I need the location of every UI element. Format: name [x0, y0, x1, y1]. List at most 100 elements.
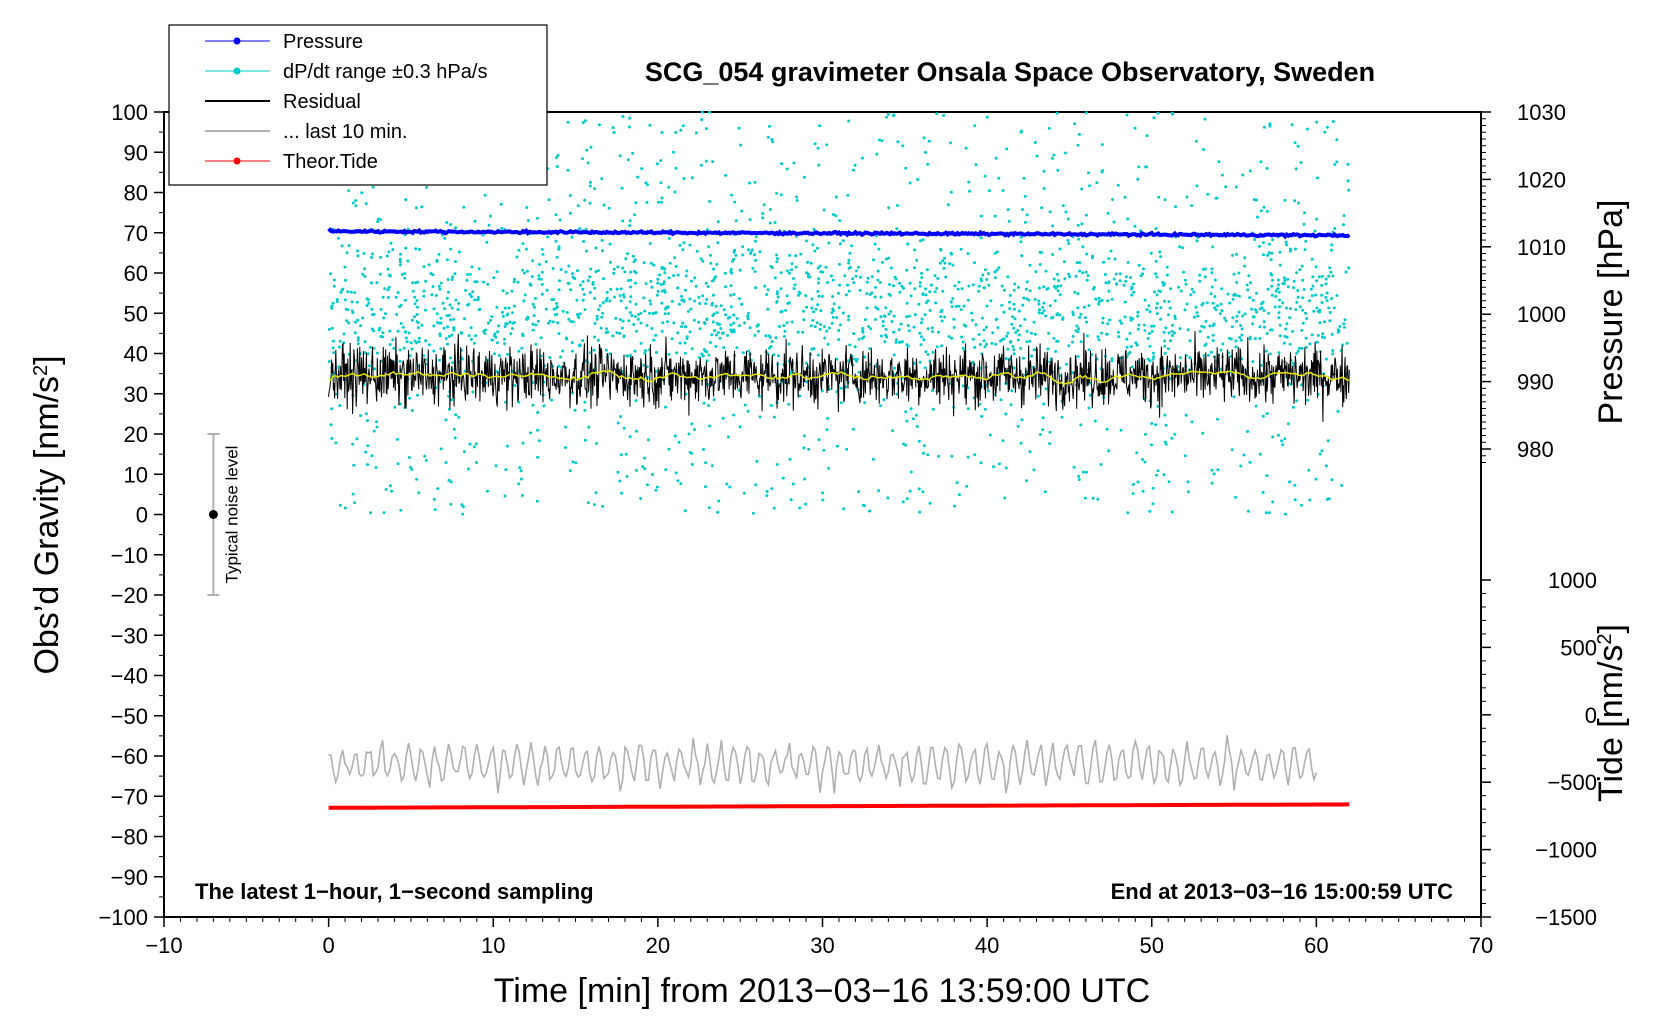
- legend-dpdt-label: dP/dt range ±0.3 hPa/s: [283, 61, 487, 83]
- dpdt-point: [946, 203, 950, 207]
- dpdt-point: [508, 320, 512, 324]
- dpdt-point: [1113, 257, 1117, 261]
- dpdt-point: [857, 370, 861, 374]
- dpdt-point: [790, 320, 794, 324]
- dpdt-point: [1097, 296, 1101, 300]
- dpdt-point: [683, 341, 687, 345]
- dpdt-point: [1234, 345, 1238, 349]
- dpdt-point: [1336, 409, 1340, 413]
- dpdt-point: [674, 471, 678, 475]
- dpdt-point: [1048, 210, 1052, 214]
- dpdt-point: [983, 286, 987, 290]
- dpdt-point: [366, 463, 369, 467]
- dpdt-point: [1081, 271, 1085, 275]
- dpdt-point: [851, 427, 855, 431]
- dpdt-point: [804, 380, 808, 384]
- dpdt-point: [1079, 340, 1083, 344]
- dpdt-point: [1066, 217, 1070, 221]
- dpdt-point: [920, 271, 923, 275]
- dpdt-point: [1325, 291, 1329, 295]
- dpdt-point: [763, 284, 767, 288]
- dpdt-point: [350, 309, 354, 313]
- dpdt-point: [1023, 220, 1027, 224]
- dpdt-point: [1324, 357, 1328, 361]
- dpdt-point: [439, 281, 443, 285]
- dpdt-point: [731, 259, 734, 263]
- dpdt-point: [555, 306, 558, 310]
- dpdt-point: [880, 260, 884, 264]
- dpdt-point: [1183, 308, 1187, 312]
- dpdt-point: [924, 301, 928, 305]
- dpdt-point: [977, 333, 981, 336]
- dpdt-point: [921, 451, 925, 455]
- dpdt-point: [582, 293, 586, 296]
- dpdt-point: [424, 279, 428, 283]
- dpdt-point: [456, 308, 460, 311]
- dpdt-point: [553, 313, 557, 317]
- dpdt-point: [574, 461, 578, 465]
- dpdt-point: [1203, 275, 1207, 279]
- dpdt-point: [733, 200, 737, 204]
- dpdt-point: [1260, 363, 1264, 367]
- dpdt-point: [702, 448, 705, 451]
- dpdt-point: [1152, 324, 1156, 328]
- dpdt-point: [566, 120, 570, 124]
- dpdt-point: [1320, 293, 1324, 297]
- dpdt-point: [449, 356, 452, 360]
- dpdt-point: [369, 281, 373, 285]
- dpdt-point: [492, 276, 496, 280]
- dpdt-point: [531, 403, 535, 407]
- dpdt-point: [654, 333, 658, 337]
- dpdt-point: [398, 359, 402, 363]
- dpdt-point: [1286, 422, 1290, 426]
- dpdt-point: [1178, 356, 1182, 360]
- dpdt-point: [949, 190, 953, 194]
- dpdt-point: [1169, 339, 1172, 343]
- dpdt-point: [589, 267, 593, 271]
- dpdt-point: [1250, 307, 1254, 311]
- dpdt-point: [672, 274, 676, 278]
- dpdt-point: [1300, 383, 1303, 387]
- dpdt-point: [1262, 125, 1266, 129]
- dpdt-point: [1278, 323, 1282, 327]
- dpdt-point: [1280, 439, 1284, 443]
- dpdt-point: [1164, 423, 1168, 427]
- dpdt-point: [511, 321, 515, 325]
- dpdt-point: [1265, 332, 1269, 335]
- dpdt-point: [831, 278, 835, 282]
- dpdt-point: [730, 193, 733, 197]
- dpdt-point: [1078, 315, 1082, 319]
- dpdt-point: [1292, 286, 1295, 290]
- dpdt-point: [1310, 333, 1314, 337]
- dpdt-point: [626, 279, 630, 282]
- dpdt-point: [532, 305, 536, 309]
- dpdt-point: [1041, 428, 1045, 432]
- dpdt-point: [1024, 287, 1028, 291]
- dpdt-point: [1270, 251, 1274, 255]
- dpdt-point: [679, 482, 683, 486]
- dpdt-point: [796, 293, 800, 297]
- dpdt-point: [1265, 209, 1269, 213]
- dpdt-point: [375, 425, 379, 429]
- dpdt-point: [559, 365, 563, 369]
- dpdt-point: [344, 278, 347, 282]
- dpdt-point: [662, 280, 666, 284]
- dpdt-point: [967, 284, 971, 288]
- dpdt-point: [740, 302, 744, 306]
- dpdt-point: [360, 191, 364, 195]
- dpdt-point: [961, 340, 965, 344]
- dpdt-point: [517, 248, 521, 252]
- dpdt-point: [1200, 324, 1204, 328]
- dpdt-point: [1131, 483, 1135, 486]
- dpdt-point: [950, 305, 954, 309]
- dpdt-point: [748, 181, 751, 185]
- dpdt-point: [463, 369, 467, 373]
- dpdt-point: [919, 335, 923, 339]
- dpdt-point: [917, 302, 921, 306]
- dpdt-point: [384, 487, 388, 491]
- dpdt-point: [693, 299, 697, 303]
- dpdt-point: [407, 456, 411, 459]
- dpdt-point: [632, 269, 636, 273]
- dpdt-point: [1105, 332, 1109, 336]
- dpdt-point: [785, 167, 789, 171]
